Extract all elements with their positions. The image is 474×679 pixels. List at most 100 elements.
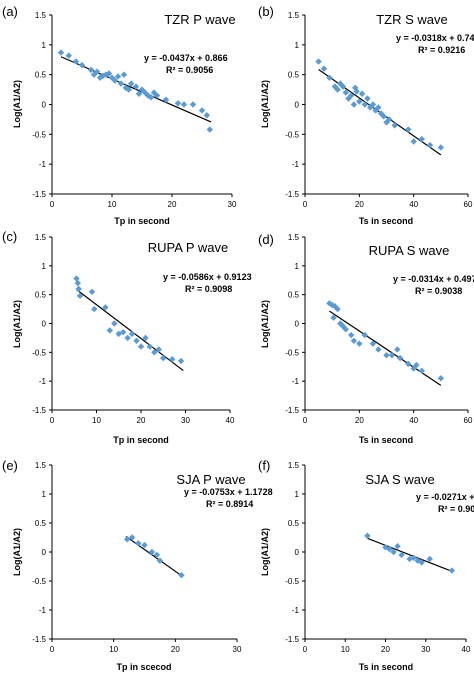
panel-label: (d)	[258, 232, 274, 247]
data-point	[386, 116, 393, 123]
y-axis-label: Log(A1/A2)	[12, 80, 22, 128]
data-point	[206, 126, 213, 133]
y-tick-label: 1	[295, 41, 300, 50]
chart-panel-3: 1.5 1 0.5 0 -0.5 -1 -1.5 0 10 20 30 40 (c) RUPA P wav…	[2, 229, 252, 445]
y-tick-label: -1.5	[32, 635, 46, 644]
y-tick-label: -0.5	[285, 577, 299, 586]
x-tick-label: 20	[381, 645, 390, 654]
data-point	[394, 543, 401, 550]
data-point	[151, 349, 158, 356]
data-point	[153, 92, 161, 99]
data-point	[153, 551, 161, 559]
x-axis-label: Ts in second	[359, 662, 413, 672]
x-axis-label: Ts in second	[359, 216, 413, 226]
r-squared-label: R² = 0.9038	[415, 286, 462, 296]
data-point	[358, 90, 366, 97]
y-tick-label: 1.5	[288, 11, 300, 20]
y-tick-label: 0.5	[288, 519, 300, 528]
data-point	[406, 555, 413, 563]
data-point	[147, 94, 155, 101]
x-axis-label: Tp in scecod	[116, 662, 171, 672]
data-point	[162, 96, 170, 103]
data-point	[356, 340, 363, 347]
y-tick-label: 0.5	[35, 291, 47, 300]
y-tick-label: -1	[39, 160, 47, 169]
panel-label: (a)	[2, 4, 18, 19]
r-squared-label: R² = 0.9056	[166, 65, 213, 75]
y-tick-label: 0.5	[288, 291, 300, 300]
y-tick-label: 1.5	[35, 461, 47, 470]
data-point	[72, 58, 80, 65]
data-point	[111, 77, 119, 84]
data-point	[148, 548, 156, 556]
y-axis-label: Log(A1/A2)	[260, 528, 270, 576]
x-axis-label: Tp in second	[113, 435, 169, 445]
y-axis-label: Log(A1/A2)	[260, 300, 270, 348]
data-point	[124, 536, 131, 543]
data-point	[189, 101, 197, 108]
data-point	[369, 340, 377, 347]
data-point	[410, 138, 417, 145]
data-point	[334, 305, 341, 313]
y-tick-label: 1.5	[35, 11, 47, 20]
y-axis-label: Log(A1/A2)	[12, 300, 22, 348]
data-point	[383, 352, 390, 359]
regression-equation: y = -0.0318x + 0.7451	[396, 33, 474, 43]
x-tick-label: 30	[233, 645, 242, 654]
x-tick-label: 40	[409, 416, 418, 425]
trend-line	[329, 310, 442, 386]
data-point	[418, 135, 426, 143]
data-point	[380, 113, 387, 120]
data-point	[138, 86, 146, 93]
data-point	[353, 88, 360, 95]
x-tick-label: 20	[355, 416, 364, 425]
y-tick-label: -1	[39, 606, 47, 615]
y-tick-label: 0	[295, 548, 300, 557]
y-tick-label: -0.5	[32, 348, 46, 357]
data-point	[426, 555, 433, 563]
panel-label: (c)	[2, 229, 17, 244]
data-point	[78, 61, 86, 69]
chart-panel-6: 1.5 1 0.5 0 -0.5 -1 -1.5 0 10 20 30 40 (f) SJA S wave…	[258, 458, 474, 672]
data-point	[369, 101, 377, 108]
data-point	[132, 83, 140, 90]
data-point	[128, 80, 135, 87]
r-squared-label: R² = 0.9098	[185, 284, 232, 294]
data-point	[347, 92, 355, 99]
y-tick-label: 0.5	[35, 519, 47, 528]
data-point	[102, 304, 109, 311]
data-point	[448, 567, 456, 574]
data-point	[73, 275, 80, 282]
y-tick-label: -1	[292, 160, 300, 169]
x-tick-label: 0	[303, 200, 308, 209]
data-point	[413, 361, 420, 369]
data-point	[144, 92, 152, 99]
trend-line	[76, 288, 184, 372]
data-point	[375, 104, 382, 111]
y-tick-label: 0	[42, 548, 47, 557]
data-point	[386, 545, 393, 553]
data-point	[405, 126, 412, 133]
trend-line	[367, 537, 453, 572]
data-point	[339, 83, 347, 90]
x-tick-label: 0	[303, 645, 308, 654]
data-point	[168, 356, 176, 363]
y-tick-label: -1.5	[32, 190, 46, 199]
data-point	[437, 144, 445, 151]
regression-equation: y = -0.0314x + 0.4973	[393, 274, 474, 284]
trend-line	[125, 535, 182, 577]
r-squared-label: R² = 0.9067	[438, 504, 474, 514]
data-point	[74, 279, 82, 287]
x-tick-label: 0	[50, 416, 55, 425]
data-point	[350, 337, 358, 344]
x-tick-label: 30	[421, 645, 430, 654]
x-tick-label: 0	[50, 645, 55, 654]
data-point	[133, 337, 140, 344]
y-tick-label: -0.5	[32, 577, 46, 586]
y-tick-label: 1	[42, 490, 47, 499]
data-point	[437, 375, 445, 382]
data-point	[178, 572, 185, 579]
x-tick-label: 20	[355, 200, 364, 209]
data-point	[128, 330, 136, 338]
